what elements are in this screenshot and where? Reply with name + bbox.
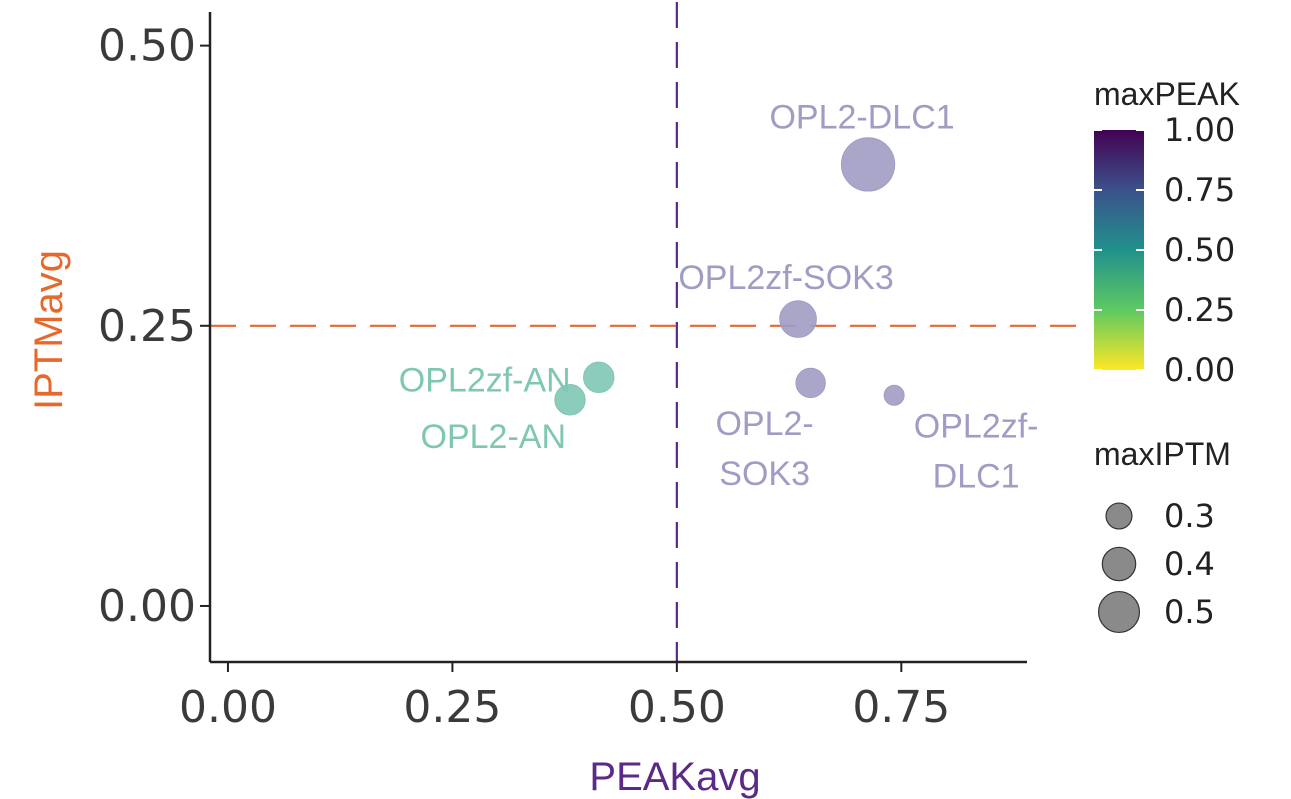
y-tick-label: 0.00	[98, 581, 196, 632]
x-axis-title: PEAKavg	[589, 755, 760, 799]
point-label: OPL2-SOK3	[715, 405, 813, 493]
colorbar-tick-label: 1.00	[1164, 111, 1235, 149]
x-tick-label: 0.75	[852, 682, 950, 733]
size-legend-label: 0.5	[1164, 593, 1215, 631]
colorbar-tick-label: 0.00	[1164, 351, 1235, 389]
data-points	[554, 137, 905, 416]
y-tick-label: 0.50	[98, 21, 196, 72]
point-label: OPL2-DLC1	[769, 98, 954, 136]
y-tick-label: 0.25	[98, 301, 196, 352]
size-legend-circle	[1105, 502, 1133, 530]
data-point	[583, 361, 615, 394]
size-legend-title: maxIPTM	[1094, 436, 1231, 472]
y-ticks: 0.00 0.25 0.50	[98, 21, 210, 632]
x-tick-label: 0.50	[628, 682, 726, 733]
color-legend-title: maxPEAK	[1094, 76, 1240, 112]
y-axis-title: IPTMavg	[27, 250, 71, 410]
size-legend-circle	[1097, 590, 1141, 634]
data-point	[779, 300, 817, 338]
colorbar-tick-label: 0.50	[1164, 231, 1235, 269]
x-ticks: 0.00 0.25 0.50 0.75	[179, 662, 950, 733]
colorbar	[1094, 130, 1144, 370]
size-legend-label: 0.4	[1164, 545, 1215, 583]
axes	[208, 12, 1027, 664]
size-legend-label: 0.3	[1164, 497, 1215, 535]
colorbar-tick-label: 0.75	[1164, 171, 1235, 209]
point-label: OPL2zf-DLC1	[914, 407, 1039, 495]
data-point	[840, 137, 896, 192]
point-label: OPL2-AN	[421, 418, 567, 456]
point-label: OPL2zf-AN	[399, 361, 571, 399]
x-tick-label: 0.00	[179, 682, 277, 733]
reference-lines	[210, 2, 1090, 662]
colorbar-tick-label: 0.25	[1164, 291, 1235, 329]
size-legend-circle	[1101, 546, 1137, 582]
size-legend: maxIPTM 0.3 0.4 0.5	[1094, 436, 1231, 634]
data-point	[554, 384, 586, 416]
color-legend: maxPEAK 1.00 0.75 0.50 0.25 0.00	[1094, 76, 1240, 389]
point-label: OPL2zf-SOK3	[678, 259, 893, 297]
point-labels: OPL2-DLC1 OPL2zf-SOK3 OPL2-SOK3 OPL2zf-DLC1…	[399, 98, 1039, 495]
data-point	[883, 384, 905, 406]
data-point	[795, 367, 826, 399]
x-tick-label: 0.25	[403, 682, 501, 733]
